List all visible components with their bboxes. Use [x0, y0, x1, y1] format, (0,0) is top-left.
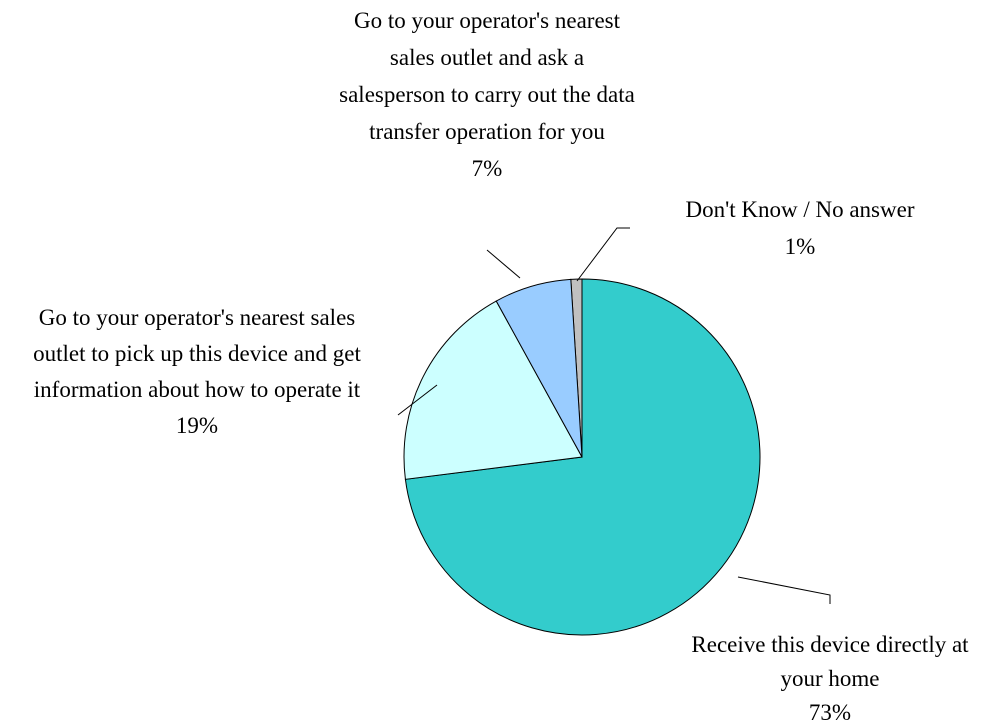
- leader-line: [397, 384, 438, 416]
- slice-label: Don't Know / No answer 1%: [640, 191, 960, 265]
- category-label: Receive this device directly at your hom…: [691, 632, 969, 691]
- leader-line: [486, 249, 521, 279]
- category-label: Go to your operator's nearest sales outl…: [33, 305, 361, 402]
- leader-lines: [397, 227, 831, 604]
- value-label: 7%: [471, 156, 503, 181]
- leader-line: [576, 227, 630, 282]
- category-label: Don't Know / No answer: [685, 197, 915, 222]
- category-label: Go to your operator's nearest sales outl…: [339, 8, 635, 144]
- slice-label: Go to your operator's nearest sales outl…: [22, 300, 372, 444]
- value-label: 1%: [784, 234, 816, 259]
- value-label: 19%: [175, 413, 219, 438]
- slice-label: Receive this device directly at your hom…: [685, 628, 975, 726]
- leader-line: [737, 576, 831, 604]
- value-label: 73%: [808, 700, 852, 725]
- pie-slice: [404, 278, 761, 636]
- pie-slice: [495, 278, 583, 458]
- slice-label: Go to your operator's nearest sales outl…: [337, 2, 637, 187]
- pie-slice: [403, 300, 583, 480]
